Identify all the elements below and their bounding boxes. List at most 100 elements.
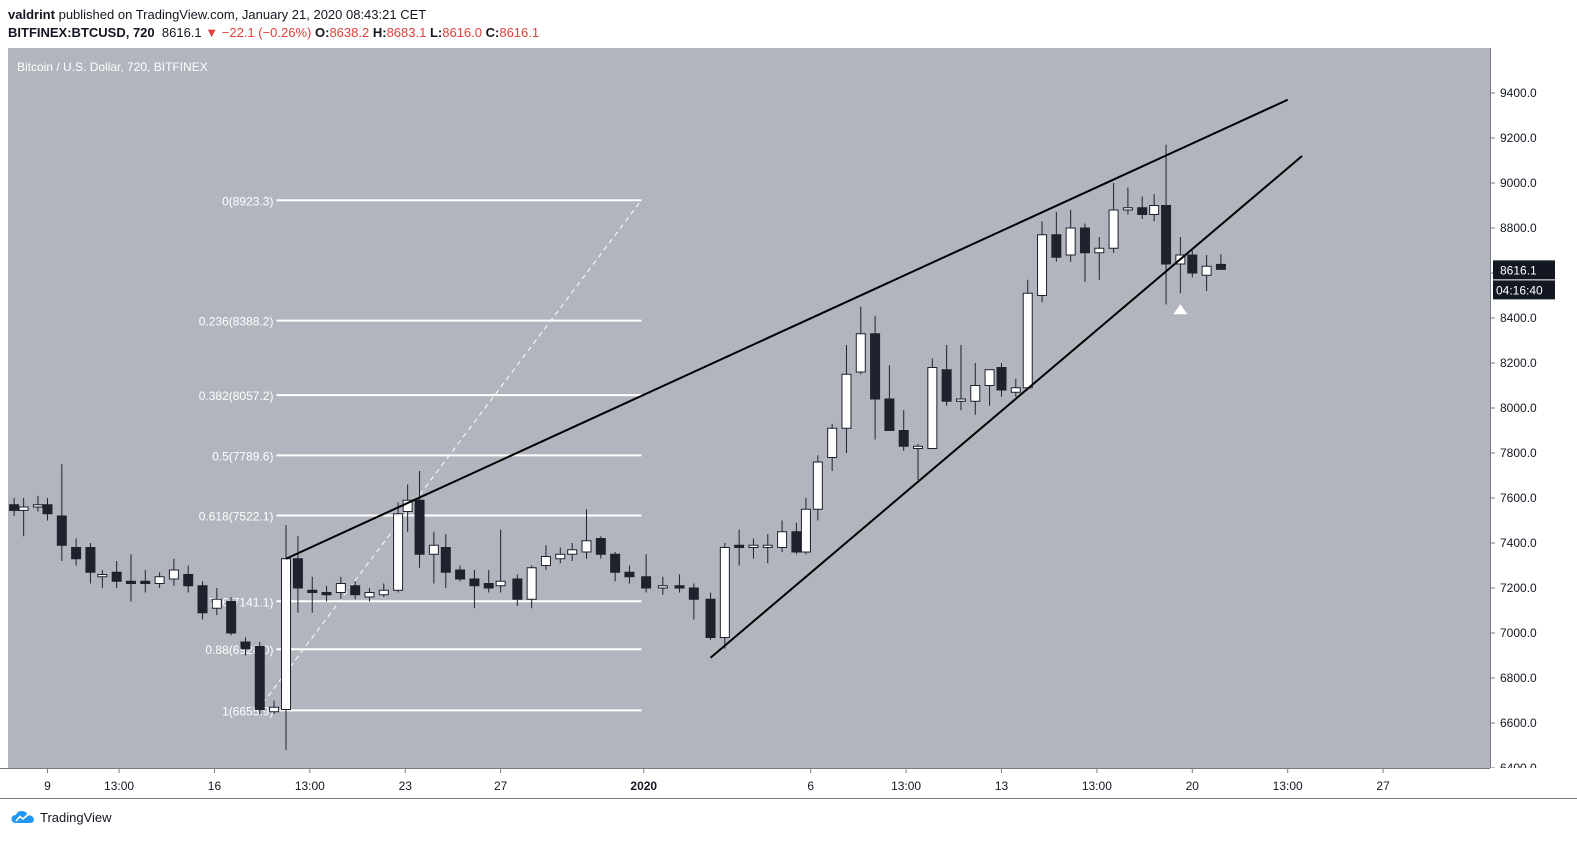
candle-up [827,427,838,458]
lower-wedge-line[interactable] [709,155,1303,659]
candle-up [1149,205,1160,215]
candle-down [996,367,1007,391]
time-tick-label: 13 [995,779,1009,793]
price-tick-label: 7600.0 [1500,491,1537,505]
time-axis[interactable]: 9 13:00 16 13:00 23 27 2020 6 13:00 13 13:00 20 13:0… [0,768,1577,799]
candle-up [526,567,537,600]
current-price-label-bg [1493,260,1555,280]
plot-area[interactable] [8,48,1490,768]
fib-label-1: 1(6655.9) [222,704,273,718]
candle-down [688,587,699,600]
candle-down [125,580,136,584]
candle-up [364,592,375,598]
candle-up [281,558,291,710]
price-axis[interactable]: 6400.06600.06800.07000.07200.07400.07600… [1490,48,1577,775]
chart-title: Bitcoin / U.S. Dollar, 720, BITFINEX [17,60,208,74]
symbol-label: BITFINEX:BTCUSD, 720 [8,25,155,40]
price-tick-label: 7000.0 [1500,626,1537,640]
footer-brand[interactable]: TradingView [10,809,112,825]
candle-up [540,556,551,566]
candle-down [791,531,802,553]
candle-up [841,373,852,429]
candle-up [748,544,759,548]
high-value: 8683.1 [386,25,427,40]
candle-down [226,601,237,634]
candle-down [455,569,466,580]
candle-down [240,641,251,650]
last-price: 8616.1 [161,25,202,40]
fibonacci-retracement[interactable]: 0(8923.3) 0.236(8388.2) 0.382(8057.2) 0.5(7… [199,194,642,718]
published-text: published on TradingView.com, January 21… [58,7,427,22]
price-tick-label: 7200.0 [1500,581,1537,595]
time-tick-label: 27 [494,779,508,793]
candle-up [927,367,938,449]
candle-down [197,585,208,614]
time-tick-label: 20 [1186,779,1200,793]
candle-up [855,333,866,373]
candle-down [898,430,909,447]
countdown-label-bg [1493,280,1555,300]
time-tick-label: 27 [1376,779,1390,793]
candle-up [269,706,280,713]
author-name[interactable]: valdrint [8,7,55,22]
time-tick-label: 2020 [630,779,657,793]
price-change: ▼ −22.1 (−0.26%) [205,25,312,40]
candle-down [85,547,96,573]
candle-up [378,589,389,596]
candle-up [777,531,788,548]
candle-up [657,585,668,589]
candle-up [1122,207,1133,211]
candle-up [18,506,29,511]
candle-down [9,504,20,511]
price-axis-bg [1490,48,1577,768]
candle-down [1137,207,1148,215]
candle-up [428,544,439,555]
fib-label-0.5: 0.5(7789.6) [212,449,273,463]
candle-up [211,598,222,609]
candle-up [1094,247,1105,254]
candle-down [307,589,318,593]
fib-trend-dashed-line[interactable] [256,199,642,711]
time-tick-label: 23 [399,779,413,793]
candle-up [1108,209,1119,249]
candle-up [154,576,165,584]
price-tick-label: 7800.0 [1500,446,1537,460]
price-tick-label: 8000.0 [1500,401,1537,415]
candle-down [641,576,652,589]
candle-up [335,583,346,593]
candle-down [111,571,122,582]
fib-label-0: 0(8923.3) [222,194,273,208]
upper-wedge-line[interactable] [285,98,1289,560]
candle-down [512,578,523,600]
candle-down [56,515,67,546]
candle-up [1010,387,1021,393]
candle-down [1215,263,1226,270]
candle-up [970,385,981,402]
close-label: C: [485,25,500,40]
time-tick-label: 16 [208,779,222,793]
price-tick-label: 6800.0 [1500,671,1537,685]
candle-up [913,445,924,449]
candle-up [97,574,108,578]
candle-down [1187,254,1198,274]
brand-name: TradingView [40,809,112,825]
time-tick-label: 13:00 [295,779,325,793]
candle-up [581,540,592,553]
candle-down [183,574,194,587]
trend-lines[interactable] [285,98,1303,659]
candle-down [414,499,425,555]
current-price-label: 8616.1 [1500,263,1537,277]
candle-down [1079,227,1090,254]
candle-down [469,578,480,587]
time-tick-label: 13:00 [1082,779,1112,793]
chart-header: valdrint published on TradingView.com, J… [8,6,539,42]
candle-up [762,544,773,548]
time-tick-label: 13:00 [1273,779,1303,793]
symbol-line: BITFINEX:BTCUSD, 720 8616.1 ▼ −22.1 (−0.… [8,24,539,42]
markers [1173,304,1188,315]
candle-down [292,558,303,589]
candle-down [870,333,881,400]
candle-down [674,585,685,589]
countdown-label: 04:16:40 [1496,283,1543,297]
